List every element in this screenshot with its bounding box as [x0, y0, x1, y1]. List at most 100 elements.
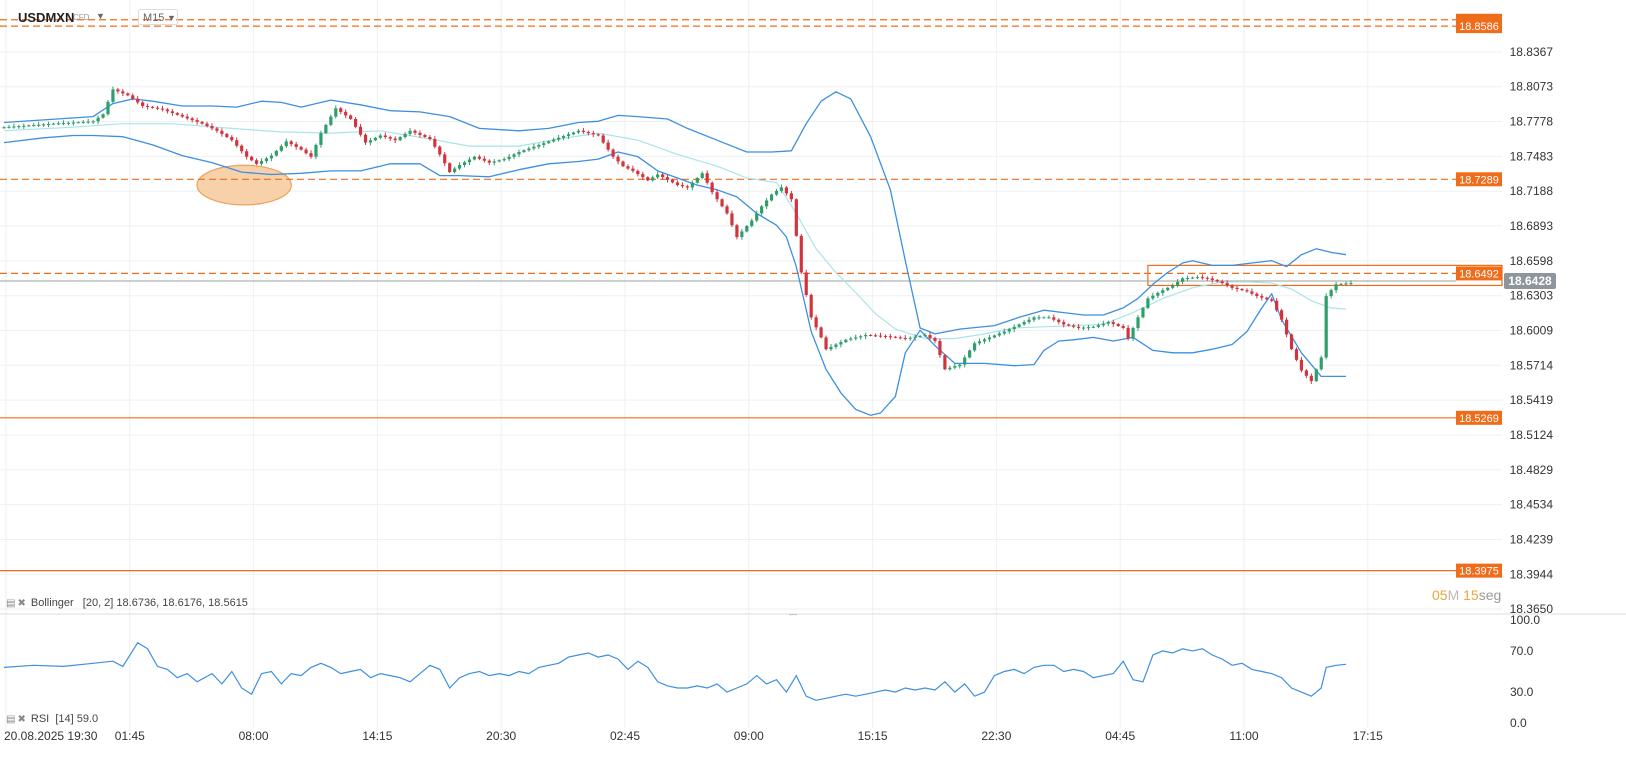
- candle-body: [745, 226, 749, 232]
- candle-body: [497, 160, 501, 162]
- symbol-name[interactable]: USDMXN: [18, 10, 75, 25]
- rsi-tick-label: 0.0: [1510, 716, 1527, 730]
- candle-body: [1037, 317, 1041, 319]
- highlight-ellipse: [196, 164, 292, 206]
- candle-body: [319, 133, 323, 145]
- candle-body: [492, 161, 496, 163]
- bollinger-lower-band: [3, 134, 1346, 416]
- candle-body: [992, 335, 997, 338]
- candle-body: [883, 335, 888, 337]
- candle-body: [1329, 290, 1333, 297]
- candle-body: [32, 125, 36, 127]
- candle-body: [755, 213, 759, 221]
- candle-body: [1141, 307, 1145, 318]
- candle-body: [1106, 322, 1110, 324]
- indicator-settings-icon[interactable]: ▤: [6, 598, 16, 609]
- candle-body: [131, 95, 135, 99]
- price-tick-label: 18.7483: [1510, 149, 1554, 163]
- level-label-text: 18.8586: [1459, 21, 1499, 33]
- candle-body: [715, 192, 719, 200]
- candle-body: [1131, 327, 1135, 339]
- level-label-badge: [1456, 19, 1502, 34]
- rsi-name: RSI: [30, 713, 50, 725]
- candle-body: [913, 336, 917, 338]
- rsi-indicator-label[interactable]: ▤ ✖ RSI [14] 59.0: [6, 713, 98, 725]
- candle-body: [1047, 317, 1051, 319]
- candle-body: [958, 364, 962, 367]
- candle-body: [512, 154, 516, 157]
- candle-body: [254, 160, 259, 164]
- candle-body: [834, 344, 838, 347]
- candle-body: [1225, 283, 1229, 286]
- candle-body: [641, 174, 645, 178]
- candle-body: [334, 108, 338, 117]
- candle-body: [121, 91, 125, 94]
- candle-body: [591, 133, 595, 135]
- candle-body: [774, 190, 779, 195]
- candle-body: [467, 159, 472, 163]
- rsi-tick-label: 70.0: [1510, 644, 1534, 658]
- candle-body: [1007, 329, 1011, 332]
- countdown-minutes: 05: [1432, 587, 1448, 603]
- level-label-badge: [1456, 13, 1502, 20]
- resistance-zone-box: [1147, 264, 1503, 287]
- candle-body: [616, 156, 620, 162]
- symbol-chevron-down-icon[interactable]: ▼: [96, 11, 105, 21]
- rsi-pane: 100.0 70.0 30.0 0.0: [3, 613, 1540, 730]
- rsi-tick-label: 30.0: [1510, 685, 1534, 699]
- candle-body: [963, 357, 967, 365]
- candle-body: [141, 102, 145, 106]
- candle-body: [656, 174, 660, 178]
- price-tick-label: 18.5124: [1510, 428, 1554, 442]
- candle-body: [235, 140, 239, 146]
- candle-body: [1349, 283, 1353, 285]
- candle-body: [91, 121, 95, 123]
- candle-body: [1205, 277, 1209, 279]
- candle-body: [96, 117, 100, 122]
- candle-body: [259, 161, 264, 164]
- time-tick-label: 01:45: [115, 729, 145, 743]
- candle-body: [12, 126, 16, 128]
- timeframe-selector[interactable]: M15 ▼: [138, 9, 178, 25]
- candle-body: [1200, 277, 1204, 279]
- candle-body: [472, 156, 477, 160]
- bollinger-params: [20, 2] 18.6736, 18.6176, 18.5615: [82, 597, 248, 609]
- candle-body: [819, 327, 823, 338]
- candle-body: [1121, 325, 1125, 328]
- candle-body: [1166, 287, 1170, 291]
- candle-body: [368, 140, 373, 143]
- candle-body: [51, 123, 56, 125]
- candle-body: [1096, 325, 1100, 327]
- candle-body: [482, 158, 486, 161]
- candle-body: [636, 170, 640, 175]
- candle-body: [155, 107, 160, 109]
- candle-body: [938, 340, 942, 356]
- candle-body: [1215, 279, 1219, 282]
- candle-body: [165, 109, 170, 112]
- candle-body: [27, 125, 31, 127]
- candle-body: [1027, 319, 1031, 323]
- candle-body: [1314, 369, 1318, 382]
- indicator-close-icon[interactable]: ✖: [17, 714, 26, 725]
- symbol-type: CFD: [73, 13, 90, 22]
- candle-body: [1022, 322, 1026, 325]
- candle-body: [809, 294, 813, 318]
- candle-body: [869, 335, 873, 337]
- candle-body: [1101, 323, 1105, 326]
- candle-body: [784, 187, 789, 194]
- pane-resize-handle-icon: —: [789, 610, 797, 619]
- candle-body: [626, 166, 630, 169]
- candle-body: [279, 146, 283, 151]
- candle-body: [1156, 292, 1160, 296]
- candle-body: [185, 116, 189, 119]
- candle-body: [428, 136, 432, 140]
- level-label-text: 18.5269: [1459, 413, 1499, 425]
- indicator-close-icon[interactable]: ✖: [17, 598, 26, 609]
- candle-body: [1280, 310, 1284, 320]
- candle-body: [314, 144, 318, 157]
- candle-body: [566, 134, 571, 137]
- bollinger-indicator-label[interactable]: ▤ ✖ Bollinger [20, 2] 18.6736, 18.6176, 1…: [6, 597, 248, 609]
- candle-body: [1116, 324, 1120, 326]
- indicator-settings-icon[interactable]: ▤: [6, 714, 16, 725]
